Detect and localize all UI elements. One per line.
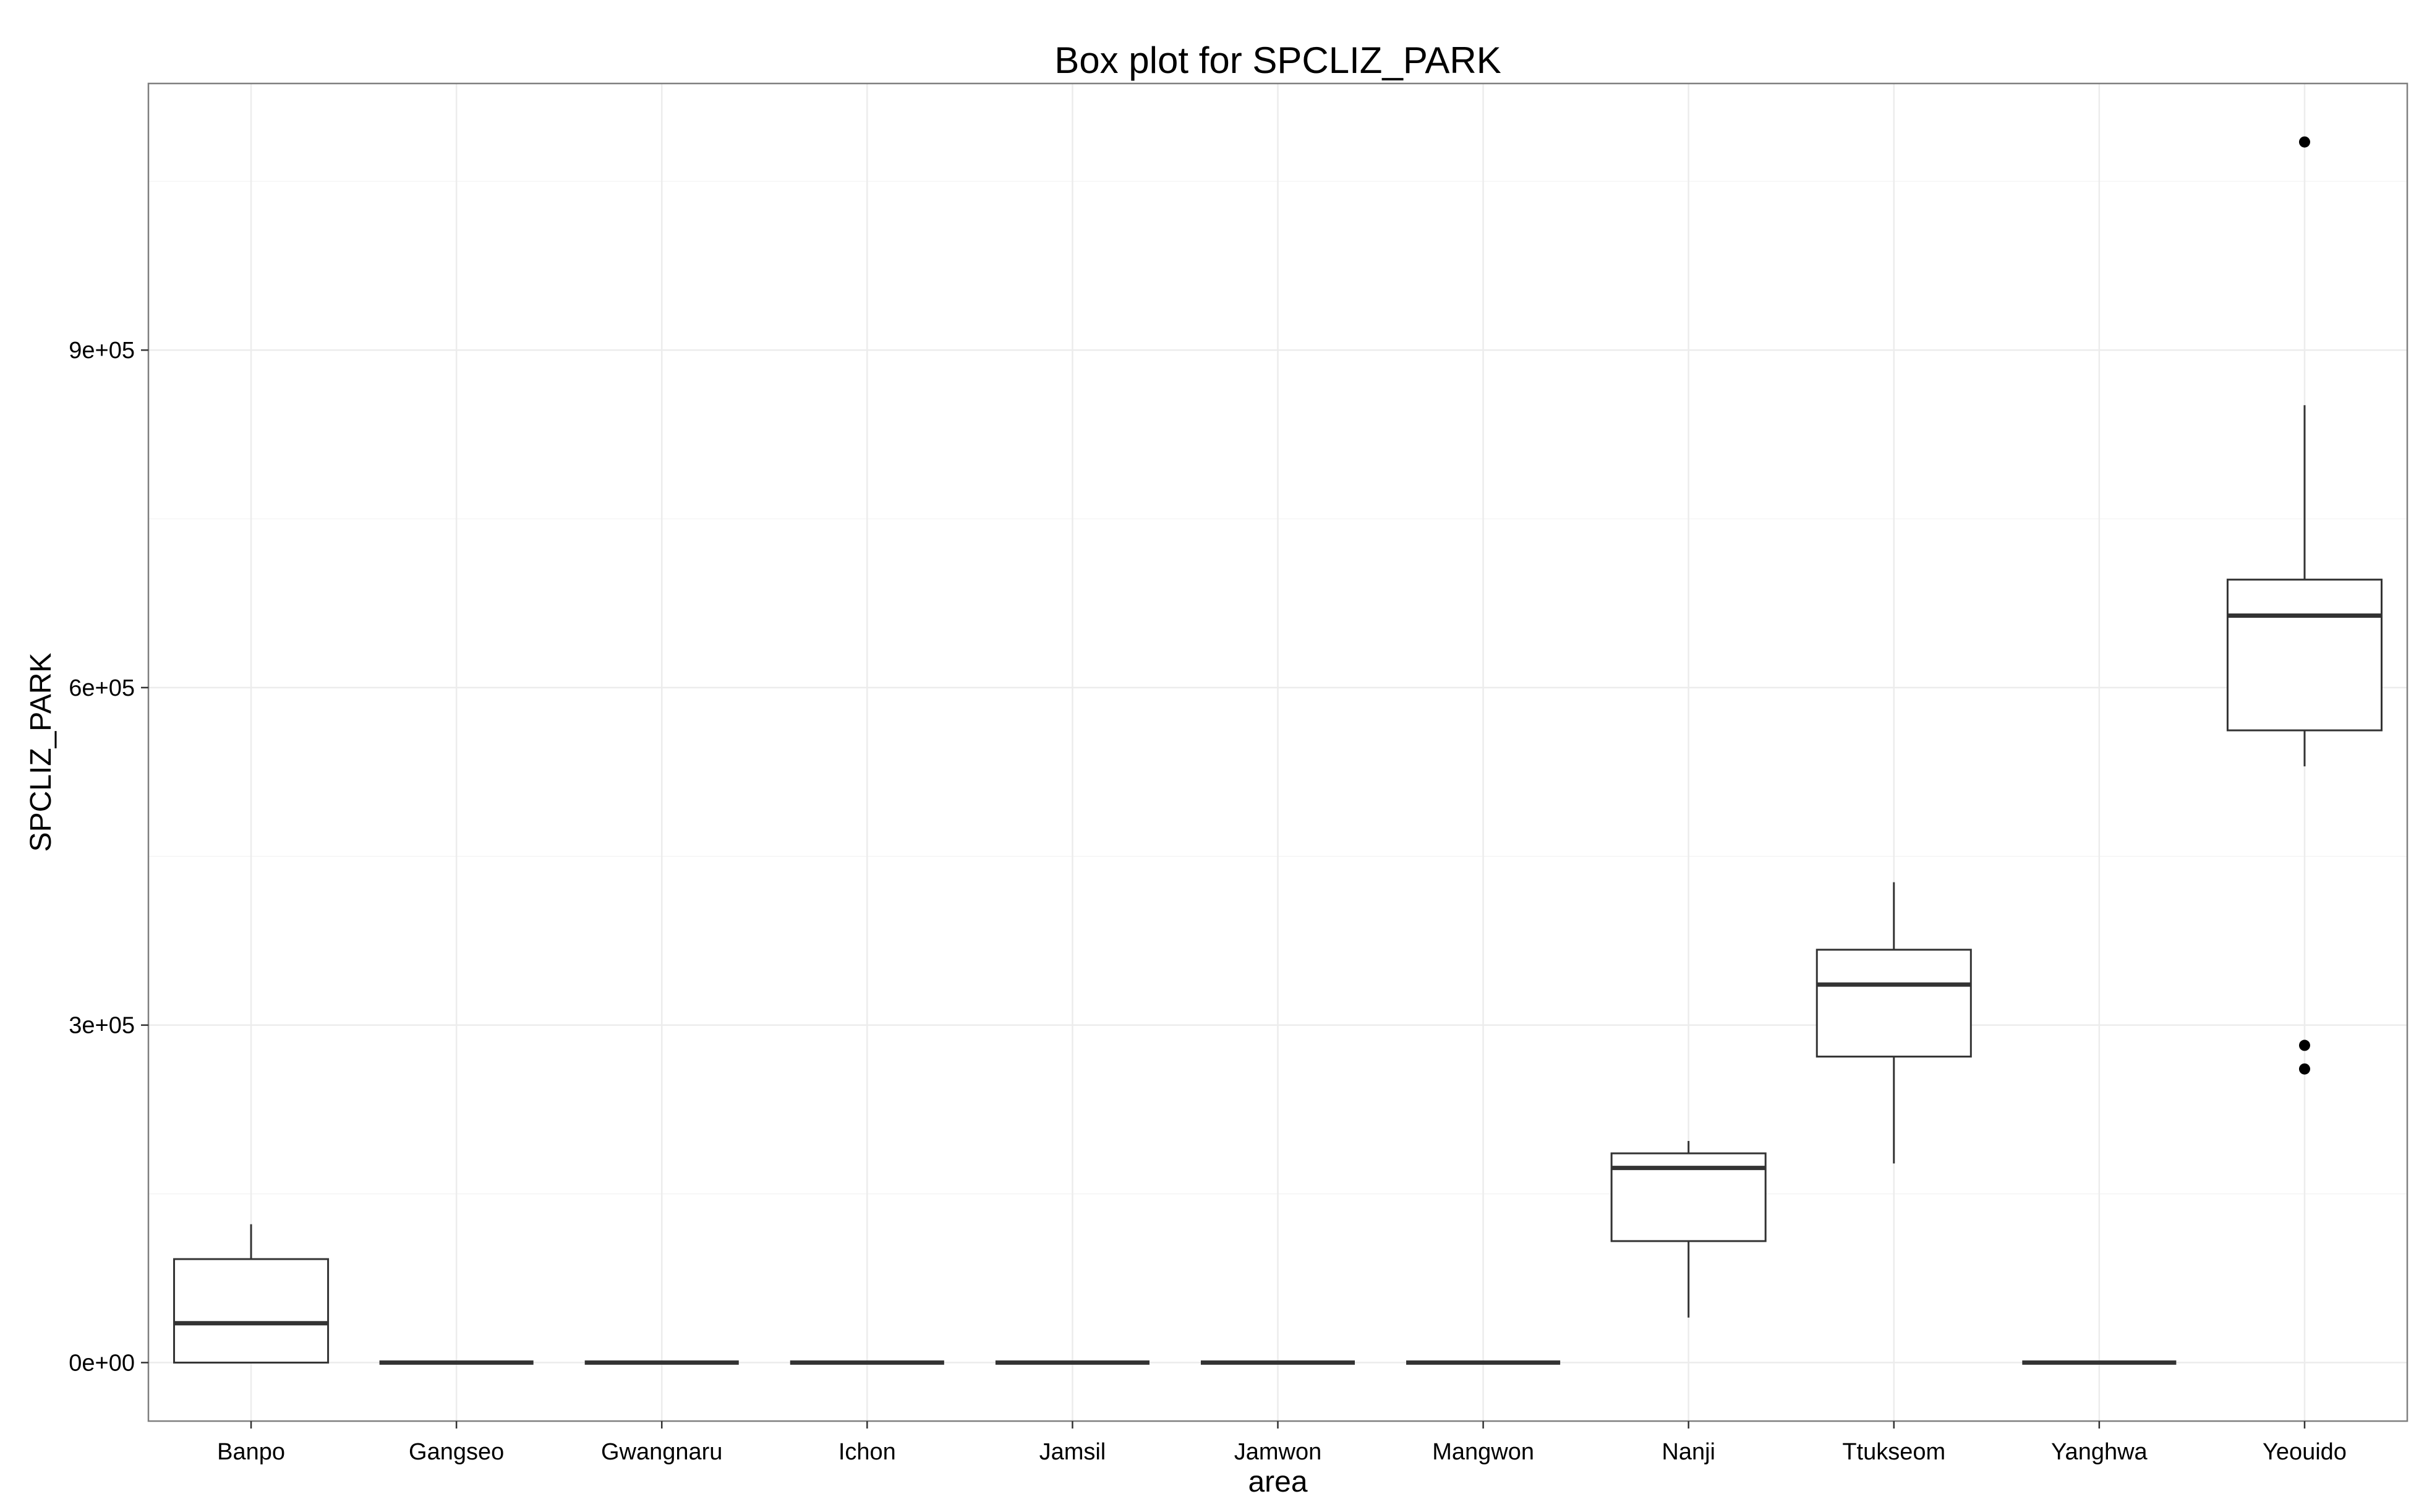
- x-tick-label: Gwangnaru: [601, 1439, 722, 1465]
- x-tick-label: Gangseo: [409, 1439, 504, 1465]
- box-nanji: [1610, 1141, 1767, 1318]
- outlier-point: [2298, 136, 2310, 148]
- y-axis-title: SPCLIZ_PARK: [25, 653, 58, 852]
- x-tick-label: Ichon: [838, 1439, 896, 1465]
- x-tick-label: Yanghwa: [2051, 1439, 2148, 1465]
- y-tick-label: 3e+05: [69, 1013, 135, 1039]
- boxes-layer: [173, 136, 2383, 1365]
- chart-title: Box plot for SPCLIZ_PARK: [1054, 40, 1501, 81]
- outlier-point: [2298, 1040, 2310, 1051]
- x-tick-label: Nanji: [1662, 1439, 1715, 1465]
- box-banpo: [173, 1224, 330, 1364]
- x-tick-label: Mangwon: [1432, 1439, 1534, 1465]
- box-iqr: [2226, 578, 2383, 732]
- x-tick-label: Yeouido: [2263, 1439, 2347, 1465]
- y-tick-label: 6e+05: [69, 675, 135, 701]
- x-tick-label: Ttukseom: [1842, 1439, 1945, 1465]
- box-iqr: [173, 1258, 330, 1364]
- x-tick-label: Jamsil: [1039, 1439, 1106, 1465]
- x-tick-label: Jamwon: [1234, 1439, 1322, 1465]
- box-yeouido: [2226, 136, 2383, 1075]
- box-iqr: [1815, 949, 1972, 1058]
- y-tick-label: 0e+00: [69, 1350, 135, 1376]
- axes-layer: 0e+00 3e+05 6e+05 9e+05 Banpo Gangseo Gwangnar…: [69, 338, 2347, 1465]
- outlier-point: [2298, 1063, 2310, 1075]
- y-tick-label: 9e+05: [69, 338, 135, 364]
- x-axis-title: area: [1248, 1466, 1307, 1498]
- box-ttukseom: [1815, 882, 1972, 1164]
- x-tick-label: Banpo: [217, 1439, 285, 1465]
